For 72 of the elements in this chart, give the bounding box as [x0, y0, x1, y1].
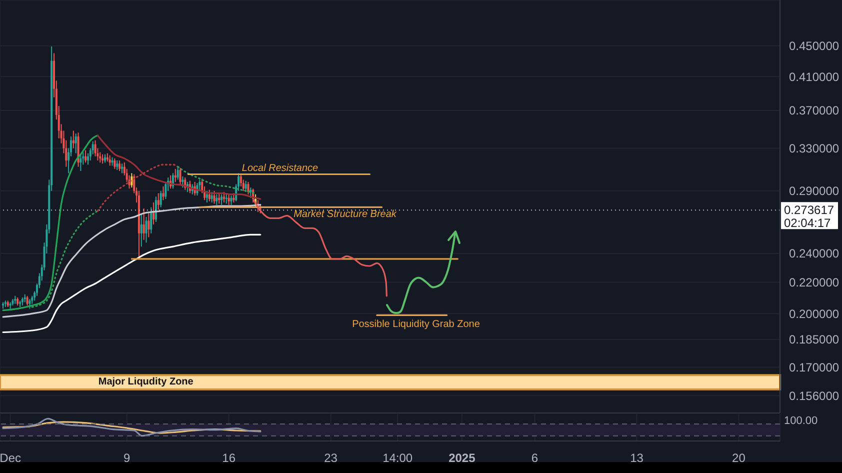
candlestick — [142, 208, 145, 240]
candlestick — [26, 295, 28, 306]
candlestick — [247, 181, 250, 195]
candlestick — [244, 180, 247, 193]
x-tick-label: 16 — [222, 451, 236, 465]
annotation: Market Structure Break — [294, 209, 396, 221]
line-series — [2, 134, 99, 312]
candlestick — [220, 194, 223, 206]
candlestick — [99, 152, 102, 164]
candlestick — [84, 150, 87, 164]
candlestick — [114, 158, 116, 170]
candlestick — [240, 174, 242, 187]
y-tick-label: 0.185000 — [789, 332, 840, 347]
candlestick — [118, 160, 121, 172]
candlestick — [206, 190, 208, 203]
candlestick — [120, 163, 123, 174]
x-tick-label: 9 — [124, 451, 131, 465]
candlestick — [164, 181, 167, 200]
candlestick — [145, 216, 148, 244]
candlestick — [182, 176, 184, 188]
candlestick — [208, 189, 210, 202]
x-tick-label: 6 — [531, 451, 538, 465]
line-series — [96, 164, 179, 212]
y-tick-label: 0.410000 — [789, 70, 840, 84]
x-tick-label: 2025 — [448, 451, 476, 465]
candlestick — [213, 190, 216, 204]
candlestick — [72, 130, 74, 149]
candlestick — [108, 154, 111, 166]
line-series — [2, 234, 262, 334]
candlestick — [242, 179, 244, 192]
candlestick — [140, 214, 142, 248]
ref-line-label: 0.273617 02:04:17 — [784, 203, 834, 230]
candlestick — [162, 186, 164, 201]
x-tick-label: 13 — [630, 451, 644, 465]
candlestick — [28, 298, 31, 310]
y-tick-label: 0.156000 — [789, 388, 840, 403]
candlestick — [102, 154, 104, 164]
candlestick — [116, 160, 118, 170]
y-tick-label: 0.450000 — [789, 39, 840, 54]
candlestick — [216, 194, 218, 206]
candlestick — [148, 212, 150, 238]
candlestick — [160, 190, 162, 208]
candlestick — [80, 154, 82, 172]
y-tick-label: 0.240000 — [789, 246, 840, 261]
candlestick — [176, 166, 179, 180]
candlestick — [74, 133, 77, 154]
candlestick — [179, 167, 182, 185]
x-tick-label: 23 — [324, 451, 338, 465]
candlestick — [230, 194, 232, 206]
annotation: Local Resistance — [242, 163, 318, 175]
candlestick — [157, 192, 160, 210]
candlestick — [222, 192, 225, 203]
candlestick — [150, 206, 152, 234]
candlestick — [152, 202, 155, 225]
y-tick-label: 0.220000 — [789, 275, 840, 290]
x-tick-label: 14:00 — [382, 451, 413, 465]
candlestick — [94, 140, 96, 157]
candlestick — [174, 168, 176, 182]
candlestick — [228, 194, 230, 206]
y-tick-label: 0.370000 — [789, 104, 840, 118]
x-tick-label: Dec — [0, 451, 21, 465]
line-series — [2, 204, 262, 318]
candlestick — [210, 192, 213, 203]
text: 100.00 — [784, 415, 818, 427]
x-tick-label: 20 — [732, 451, 746, 465]
y-tick-label: 0.170000 — [789, 360, 840, 374]
annotation: Possible Liquidity Grab Zone — [352, 319, 480, 331]
y-tick-label: 0.200000 — [789, 306, 840, 321]
band-label: Major Liqudity Zone — [98, 376, 194, 388]
candlestick — [130, 172, 133, 188]
y-tick-label: 0.290000 — [789, 184, 840, 198]
y-tick-label: 0.330000 — [789, 141, 840, 156]
